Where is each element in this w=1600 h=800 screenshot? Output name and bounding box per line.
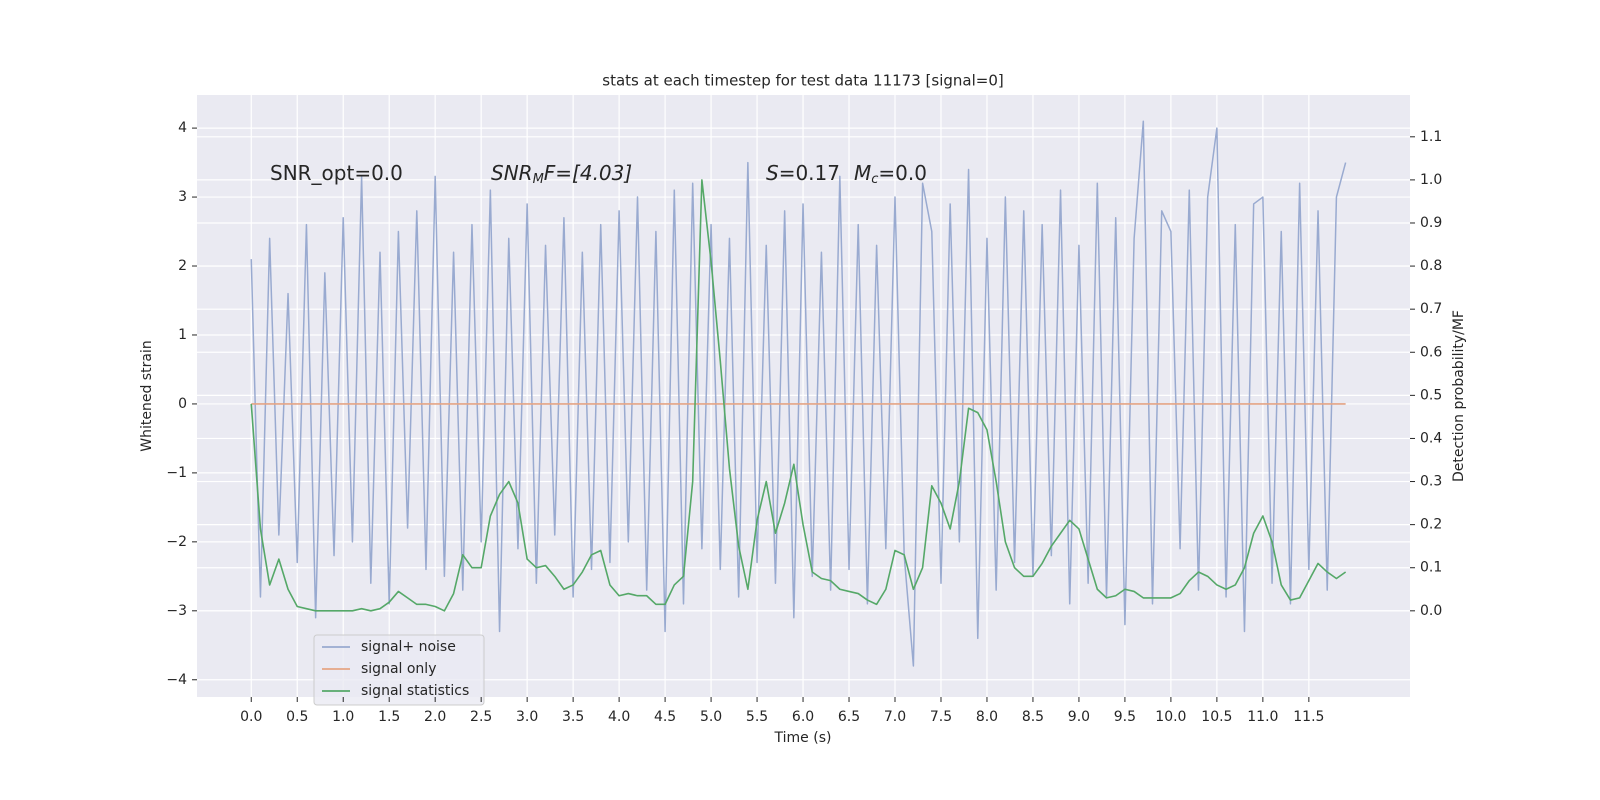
x-tick-label: 1.5 — [378, 709, 400, 725]
x-tick-label: 7.5 — [930, 709, 952, 725]
x-tick-label: 1.0 — [332, 709, 354, 725]
x-tick-label: 8.0 — [976, 709, 998, 725]
y2-tick-label: 1.0 — [1420, 172, 1442, 188]
annotation-part: F=[4.03] — [544, 161, 632, 185]
x-tick-label: 9.0 — [1068, 709, 1090, 725]
annotation-part: SNR_opt=0.0 — [270, 161, 403, 185]
y-tick-label: −2 — [166, 534, 187, 550]
annotation: S=0.17 Mc=0.0 — [766, 161, 927, 187]
annotation-part: M — [854, 161, 871, 185]
x-tick-label: 11.0 — [1247, 709, 1278, 725]
y2-tick-label: 0.5 — [1420, 387, 1442, 403]
y2-tick-label: 0.7 — [1420, 301, 1442, 317]
y-tick-label: 2 — [178, 258, 187, 274]
y-tick-label: 4 — [178, 120, 187, 136]
annotation: SNRMF=[4.03] — [491, 161, 632, 187]
annotation-part: =0.0 — [878, 161, 927, 185]
x-tick-label: 5.5 — [746, 709, 768, 725]
y-tick-label: 3 — [178, 189, 187, 205]
series-line — [250, 179, 1347, 612]
y2-tick-label: 0.9 — [1420, 215, 1442, 231]
x-tick-label: 10.0 — [1155, 709, 1186, 725]
series-line — [250, 120, 1347, 667]
x-tick-label: 0.0 — [240, 709, 262, 725]
y-tick-label: −4 — [166, 672, 187, 688]
y2-tick-label: 0.0 — [1420, 603, 1442, 619]
y2-tick-label: 0.6 — [1420, 344, 1442, 360]
y-tick-label: −3 — [166, 603, 187, 619]
annotation-part: =0.17 — [779, 161, 840, 185]
x-tick-label: 4.0 — [608, 709, 630, 725]
legend: signal+ noise signal only signal statistic… — [313, 634, 485, 706]
y-tick-label: 1 — [178, 327, 187, 343]
x-tick-label: 5.0 — [700, 709, 722, 725]
legend-box — [313, 634, 485, 706]
x-tick-label: 0.5 — [286, 709, 308, 725]
annotation-part: M — [533, 172, 544, 187]
x-axis-label: Time (s) — [774, 730, 832, 746]
x-tick-label: 2.5 — [470, 709, 492, 725]
x-tick-label: 4.5 — [654, 709, 676, 725]
y2-tick-label: 0.1 — [1420, 560, 1442, 576]
x-tick-label: 3.0 — [516, 709, 538, 725]
x-tick-label: 8.5 — [1022, 709, 1044, 725]
legend-label: signal+ noise — [361, 639, 456, 655]
annotation-part: S — [766, 161, 779, 185]
marks — [250, 120, 1347, 667]
y2-axis-label: Detection probability/MF — [1451, 310, 1467, 482]
annotation-part: SNR — [491, 161, 533, 185]
annotation-part: c — [871, 172, 878, 187]
x-tick-label: 11.5 — [1293, 709, 1324, 725]
y2-tick-label: 0.8 — [1420, 258, 1442, 274]
y2-tick-label: 0.2 — [1420, 517, 1442, 533]
legend-label: signal statistics — [361, 683, 469, 699]
x-tick-label: 10.5 — [1201, 709, 1232, 725]
x-tick-label: 6.5 — [838, 709, 860, 725]
x-tick-label: 2.0 — [424, 709, 446, 725]
y-tick-label: 0 — [178, 396, 187, 412]
x-tick-label: 7.0 — [884, 709, 906, 725]
y-tick-label: −1 — [166, 465, 187, 481]
annotation: SNR_opt=0.0 — [270, 161, 403, 185]
y2-tick-label: 1.1 — [1420, 129, 1442, 145]
y2-tick-label: 0.4 — [1420, 430, 1442, 446]
chart-title: stats at each timestep for test data 111… — [602, 72, 1003, 90]
y2-tick-label: 0.3 — [1420, 474, 1442, 490]
x-tick-label: 6.0 — [792, 709, 814, 725]
x-tick-label: 9.5 — [1114, 709, 1136, 725]
x-tick-label: 3.5 — [562, 709, 584, 725]
y-axis-label: Whitened strain — [139, 340, 155, 451]
legend-label: signal only — [361, 661, 436, 677]
